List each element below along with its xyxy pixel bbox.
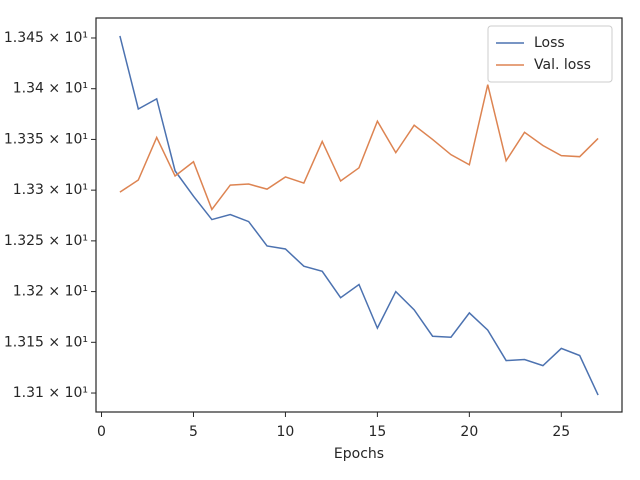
y-tick-label: 1.32 × 10¹: [13, 284, 88, 300]
y-tick-label: 1.345 × 10¹: [4, 30, 88, 46]
x-axis-label: Epochs: [334, 446, 384, 462]
x-tick-label: 5: [189, 424, 198, 440]
y-tick-label: 1.335 × 10¹: [4, 131, 88, 147]
line-series: [119, 84, 599, 211]
y-tick-label: 1.325 × 10¹: [4, 233, 88, 249]
y-tick-label: 1.34 × 10¹: [13, 81, 88, 97]
legend-label: Loss: [534, 35, 565, 51]
x-tick-label: 25: [552, 424, 570, 440]
y-tick-label: 1.31 × 10¹: [13, 385, 88, 401]
x-tick-label: 0: [97, 424, 106, 440]
y-tick-label: 1.33 × 10¹: [13, 182, 88, 198]
legend-label: Val. loss: [534, 57, 591, 73]
x-tick-label: 20: [460, 424, 478, 440]
x-tick-label: 15: [368, 424, 386, 440]
legend-box: [487, 25, 613, 83]
legend: Loss Val. loss: [487, 25, 613, 83]
y-tick-label: 1.315 × 10¹: [4, 334, 88, 350]
plot-frame: [95, 17, 623, 413]
x-tick-label: 10: [277, 424, 295, 440]
line-series: [119, 35, 599, 396]
